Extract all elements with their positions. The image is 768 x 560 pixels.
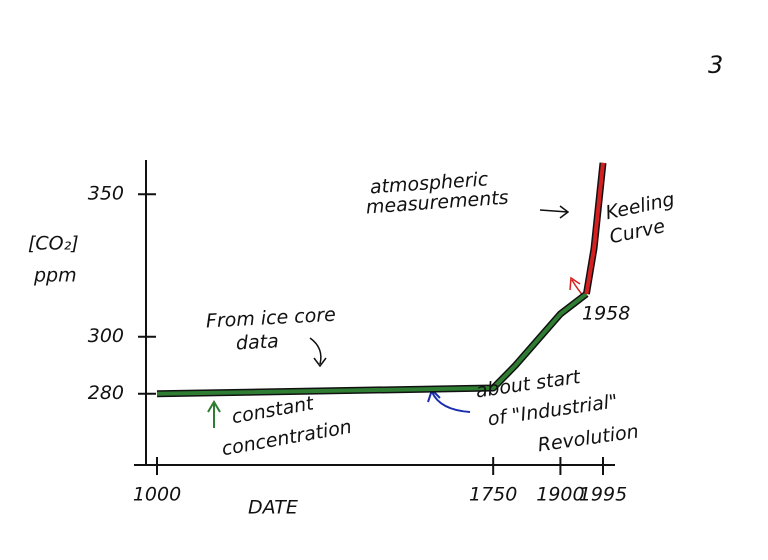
arrow	[539, 205, 570, 219]
x-tick-label: 1900	[536, 484, 584, 506]
arrow	[427, 388, 471, 413]
x-axis-label: DATE	[248, 497, 298, 519]
annotation: constant	[230, 392, 317, 428]
line	[156, 292, 588, 396]
annotation: From ice core	[205, 304, 336, 333]
x-tick-label: 1995	[579, 484, 627, 506]
arrow	[207, 400, 221, 428]
line	[584, 162, 605, 295]
annotation: 1958	[582, 303, 630, 325]
arrow	[309, 337, 327, 368]
x-tick-label: 1750	[469, 484, 517, 506]
y-tick-label: 300	[88, 325, 124, 347]
annotation: Revolution	[536, 420, 640, 456]
x-tick-label: 1000	[133, 484, 181, 506]
y-tick-label: 350	[88, 183, 124, 205]
y-axis-label: [CO₂]	[28, 233, 79, 255]
page-number: 3	[708, 51, 723, 79]
y-axis-label: ppm	[33, 265, 77, 287]
annotation: data	[235, 330, 279, 354]
y-tick-label: 280	[88, 382, 124, 404]
